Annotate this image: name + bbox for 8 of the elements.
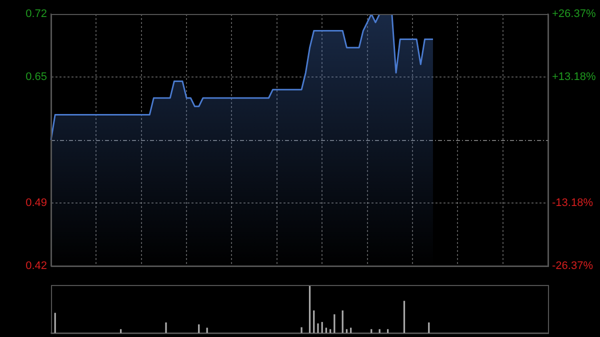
y-tick-label: 0.42 <box>26 260 47 272</box>
y2-tick-label: +13.18% <box>552 71 596 84</box>
y-tick-label: 0.65 <box>26 71 47 84</box>
y-tick-label: 0.72 <box>26 8 47 20</box>
y-tick-label: 0.49 <box>26 197 47 210</box>
y2-tick-label: +26.37% <box>552 8 596 20</box>
y2-tick-label: -26.37% <box>552 260 594 272</box>
y2-tick-label: -13.18% <box>552 197 594 210</box>
